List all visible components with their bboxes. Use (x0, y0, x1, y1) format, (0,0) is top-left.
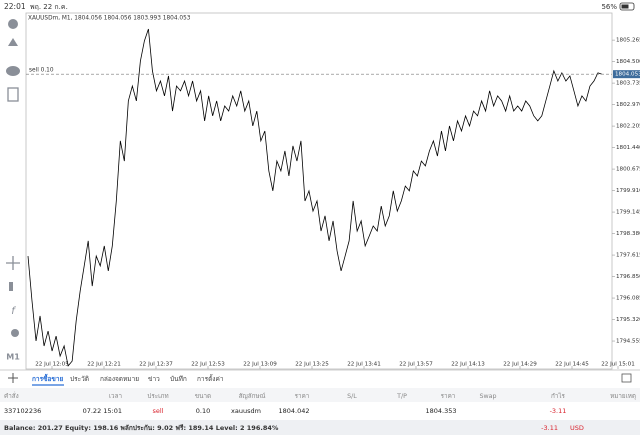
tab[interactable]: กล่องจดหมาย (100, 375, 139, 383)
table-header-bg (0, 388, 640, 402)
chart-frame (25, 12, 613, 370)
y-tick-label: 1800.675 (616, 167, 640, 173)
y-tick-label: 1798.380 (616, 231, 640, 237)
add-button[interactable] (8, 373, 18, 383)
function-icon[interactable]: f (11, 306, 16, 317)
chart-title: XAUUSDm, M1, 1804.056 1804.056 1803.993 … (28, 16, 191, 22)
x-tick-label: 22 Jul 13:41 (347, 362, 381, 368)
table-cell: 1804.042 (278, 407, 309, 415)
footer-bg (0, 420, 640, 435)
table-header: ขนาด (195, 393, 211, 400)
tab[interactable]: การตั้งค่า (197, 374, 224, 383)
x-tick-label: 22 Jul 14:13 (451, 362, 485, 368)
panel: การซื้อขาย ประวัติ กล่องจดหมาย ข่าว บันทึก กา… (4, 373, 636, 415)
x-tick-label: 22 Jul 12:37 (139, 362, 173, 368)
price-tag (613, 70, 640, 79)
tab[interactable]: บันทึก (170, 375, 187, 383)
table-header: กำไร (551, 392, 566, 400)
table-cell: sell (153, 407, 164, 415)
x-tick-label: 22 Jul 13:57 (399, 362, 433, 368)
table-cell: 1804.353 (425, 407, 456, 415)
chat-icon[interactable] (6, 66, 20, 76)
x-tick-label: 22 Jul 12:53 (191, 362, 225, 368)
table-header: หมายเหตุ (610, 393, 636, 400)
table-header: Swap (479, 393, 496, 400)
table-cell: 0.10 (196, 407, 210, 415)
table-header: คำสั่ง (4, 391, 19, 400)
y-tick-label: 1799.145 (616, 210, 640, 216)
price-tag-label: 1804.053 (615, 72, 640, 78)
left-toolbar: f M1 (6, 19, 20, 362)
table-header: S/L (347, 393, 357, 400)
footer-profit: -3.11 (541, 424, 558, 432)
status-battery: 56% (601, 3, 617, 11)
x-tick-label: 22 Jul 12:21 (87, 362, 121, 368)
battery-icon (619, 2, 635, 11)
table-header: ราคา (295, 393, 310, 400)
price-line (27, 28, 603, 367)
x-tick-label: 22 Jul 12:05 (35, 362, 69, 368)
y-tick-label: 1802.205 (616, 124, 640, 130)
y-tick-label: 1803.735 (616, 81, 640, 87)
chart: 1805.265 1804.500 1803.735 1802.970 1802.205… (26, 28, 640, 369)
indicator-icon[interactable] (9, 282, 13, 291)
x-tick-label: 22 Jul 13:25 (295, 362, 329, 368)
table-header: ราคา (441, 393, 456, 400)
table-cell: xauusdm (231, 407, 261, 415)
tab[interactable]: การซื้อขาย (32, 373, 63, 383)
tab[interactable]: ประวัติ (70, 375, 89, 383)
y-tick-label: 1801.440 (616, 145, 640, 151)
table-header: เวลา (109, 393, 122, 400)
y-tick-label: 1804.500 (616, 59, 640, 65)
y-tick-label: 1799.910 (616, 188, 640, 194)
y-tick-label: 1795.320 (616, 317, 640, 323)
y-tick-label: 1796.085 (616, 296, 640, 302)
y-tick-label: 1796.850 (616, 274, 640, 280)
footer-currency: USD (570, 424, 584, 432)
panel-icon[interactable] (621, 373, 632, 383)
battery-level (621, 4, 629, 9)
status-time: 22:01 (4, 2, 26, 11)
timeframe[interactable]: M1 (6, 353, 20, 362)
table-cell: 07.22 15:01 (83, 407, 122, 415)
y-tick-label: 1805.265 (616, 38, 640, 44)
y-tick-label: 1802.970 (616, 102, 640, 108)
table-cell: 337102236 (4, 407, 41, 415)
status-date: พฤ. 22 ก.ค. (30, 3, 68, 11)
table-header: T/P (396, 393, 407, 400)
y-tick-label: 1794.555 (616, 339, 640, 345)
footer-summary: Balance: 201.27 Equity: 198.16 พลักประกั… (4, 424, 279, 432)
x-tick-label: 22 Jul 15:01 (601, 362, 635, 368)
account-icon[interactable] (8, 19, 18, 29)
objects-icon[interactable] (11, 329, 19, 337)
y-tick-label: 1797.615 (616, 253, 640, 259)
new-order-icon[interactable] (7, 87, 19, 102)
x-tick-label: 22 Jul 14:29 (503, 362, 537, 368)
table-cell: -3.11 (550, 407, 567, 415)
x-tick-label: 22 Jul 14:45 (555, 362, 589, 368)
x-tick-label: 22 Jul 13:09 (243, 362, 277, 368)
crosshair-icon[interactable] (6, 256, 20, 270)
tab[interactable]: ข่าว (148, 375, 160, 383)
table-header: สัญลักษณ์ (239, 392, 266, 400)
trade-icon[interactable] (8, 38, 18, 46)
table-header: ประเภท (147, 393, 168, 400)
order-line-label: sell 0.10 (29, 68, 54, 74)
